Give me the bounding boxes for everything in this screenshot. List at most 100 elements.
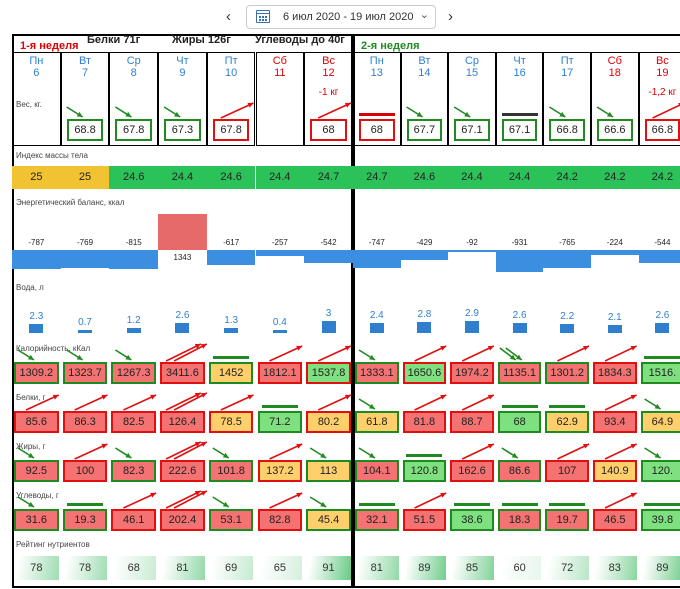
weight-value: 68 [359, 119, 395, 141]
water-bar [369, 323, 384, 333]
carbs-cell: 46.5 [593, 509, 637, 531]
day-number: 19 [656, 67, 669, 79]
energy-bar-negative [60, 250, 110, 269]
day-number: 14 [418, 67, 431, 79]
day-name: Вт [79, 55, 92, 67]
fat-cell: 113 [306, 460, 351, 482]
water-value: 2.4 [369, 310, 384, 322]
date-range-picker[interactable]: 6 июл 2020 - 19 июл 2020 ⌄ [246, 5, 436, 29]
carbs-cell: 39.8 [640, 509, 680, 531]
day-column-9[interactable]: Чт 9 [158, 52, 207, 146]
energy-value: -257 [271, 238, 288, 247]
prev-week-button[interactable]: ‹ [226, 8, 231, 25]
protein-cell: 62.9 [545, 411, 589, 433]
energy-value: -617 [223, 238, 240, 247]
water-bar [224, 327, 239, 333]
water-value: 2.9 [465, 308, 479, 320]
weight-value: 66.8 [549, 119, 585, 141]
energy-bar-negative [448, 250, 496, 253]
water-bar [321, 321, 336, 333]
week-1-label: 1-я неделя [20, 40, 79, 52]
bmi-cell: 24.4 [255, 166, 305, 189]
water-bar [175, 322, 190, 333]
carbs-cell: 53.1 [208, 509, 254, 531]
water-value: 2.3 [29, 310, 44, 322]
water-value: 2.6 [655, 309, 670, 321]
protein-cell: 82.5 [111, 411, 157, 433]
water-value: 2.6 [512, 309, 527, 321]
calories-trend-icon [644, 356, 680, 359]
carbs-cell: 51.5 [402, 509, 447, 531]
energy-bar-negative [206, 250, 256, 265]
fat-cell: 104.1 [355, 460, 399, 482]
rating-cell: 89 [402, 556, 447, 580]
calories-cell: 1267.3 [111, 362, 157, 384]
day-column-14[interactable]: Вт 14 [400, 52, 449, 146]
day-column-6[interactable]: Пн 6 [12, 52, 61, 146]
day-column-12[interactable]: Вс 12 -1 кг [304, 52, 353, 146]
water-bar [465, 321, 479, 333]
day-number: 12 [322, 67, 335, 79]
fat-trend-icon [406, 454, 443, 457]
calendar-icon [256, 10, 270, 23]
protein-cell: 126.4 [160, 411, 205, 433]
rating-label: Рейтинг нутриентов [16, 540, 90, 549]
rating-cell: 60 [497, 556, 542, 580]
bmi-cell: 24.2 [543, 166, 591, 189]
next-week-button[interactable]: › [448, 8, 453, 25]
day-column-18[interactable]: Сб 18 [591, 52, 639, 146]
weight-value: 67.7 [406, 119, 443, 141]
carbs-cell: 82.8 [257, 509, 303, 531]
day-number: 7 [81, 67, 89, 79]
energy-value: -815 [125, 238, 142, 247]
weight-value: 66.6 [597, 119, 633, 141]
day-column-17[interactable]: Пт 17 [543, 52, 591, 146]
week-weight-delta: -1,2 кг [648, 87, 677, 98]
day-column-7[interactable]: Вт 7 [60, 52, 110, 146]
day-column-15[interactable]: Ср 15 [448, 52, 496, 146]
day-name: Ср [126, 55, 141, 67]
fat-target: Жиры 126г [172, 34, 231, 46]
protein-cell: 64.9 [640, 411, 680, 433]
bmi-cell: 24.6 [400, 166, 449, 189]
bmi-cell: 24.4 [495, 166, 544, 189]
carbs-cell: 45.4 [306, 509, 351, 531]
energy-value: 1343 [173, 253, 192, 262]
day-column-10[interactable]: Пт 10 [206, 52, 256, 146]
energy-value: -769 [77, 238, 94, 247]
day-column-19[interactable]: Вс 19 -1,2 кг [638, 52, 680, 146]
energy-value: -224 [606, 238, 623, 247]
day-column-8[interactable]: Ср 8 [109, 52, 159, 146]
day-name: Пн [369, 55, 384, 67]
water-bar [78, 330, 93, 333]
calories-cell: 1516. [640, 362, 680, 384]
rating-cell: 69 [208, 556, 254, 580]
water-value: 0.7 [78, 317, 92, 328]
protein-cell: 93.4 [593, 411, 637, 433]
carbs-cell: 202.4 [160, 509, 205, 531]
carbs-cell: 32.1 [355, 509, 399, 531]
day-name: Пт [224, 55, 238, 67]
energy-value: -931 [511, 238, 528, 247]
protein-trend-icon [549, 405, 586, 408]
rating-cell: 68 [111, 556, 157, 580]
energy-bar-negative [109, 250, 159, 270]
calories-cell: 1135.1 [497, 362, 542, 384]
water-bar [29, 323, 44, 333]
water-value: 0.4 [272, 317, 287, 328]
energy-bar-positive [158, 214, 207, 250]
day-column-13[interactable]: Пн 13 [353, 52, 401, 146]
day-name: Ср [464, 55, 480, 67]
day-column-11[interactable]: Сб 11 [255, 52, 305, 146]
protein-cell: 71.2 [257, 411, 303, 433]
rating-cell: 89 [640, 556, 680, 580]
weight-label: Вес, кг. [16, 100, 42, 109]
bmi-cell: 24.7 [353, 166, 401, 189]
weight-value: 67.1 [501, 119, 538, 141]
day-column-16[interactable]: Чт 16 [495, 52, 544, 146]
energy-bar-negative [353, 250, 401, 268]
carbs-cell: 46.1 [111, 509, 157, 531]
energy-bar-negative [495, 250, 544, 272]
fat-cell: 107 [545, 460, 589, 482]
